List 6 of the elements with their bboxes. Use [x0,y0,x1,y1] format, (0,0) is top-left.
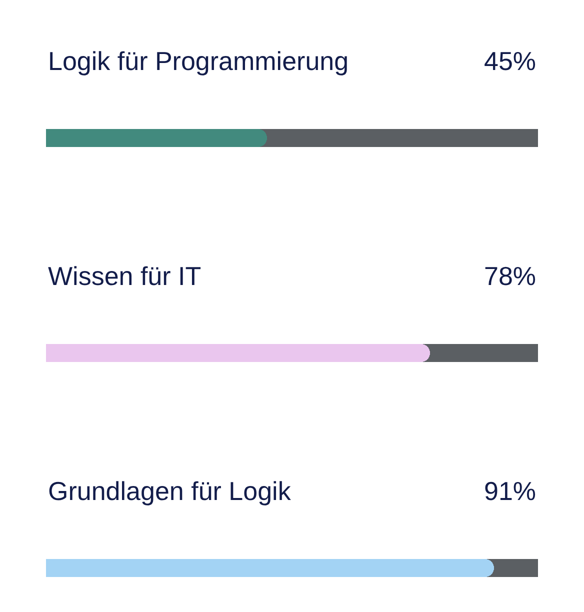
y-tick-label: Logik für Programmierung [48,46,349,76]
data-label: 91% [484,476,536,506]
y-tick-label: Wissen für IT [48,261,202,291]
data-label: 45% [484,46,536,76]
data-label: 78% [484,261,536,291]
y-tick-label: Grundlagen für Logik [48,476,292,506]
